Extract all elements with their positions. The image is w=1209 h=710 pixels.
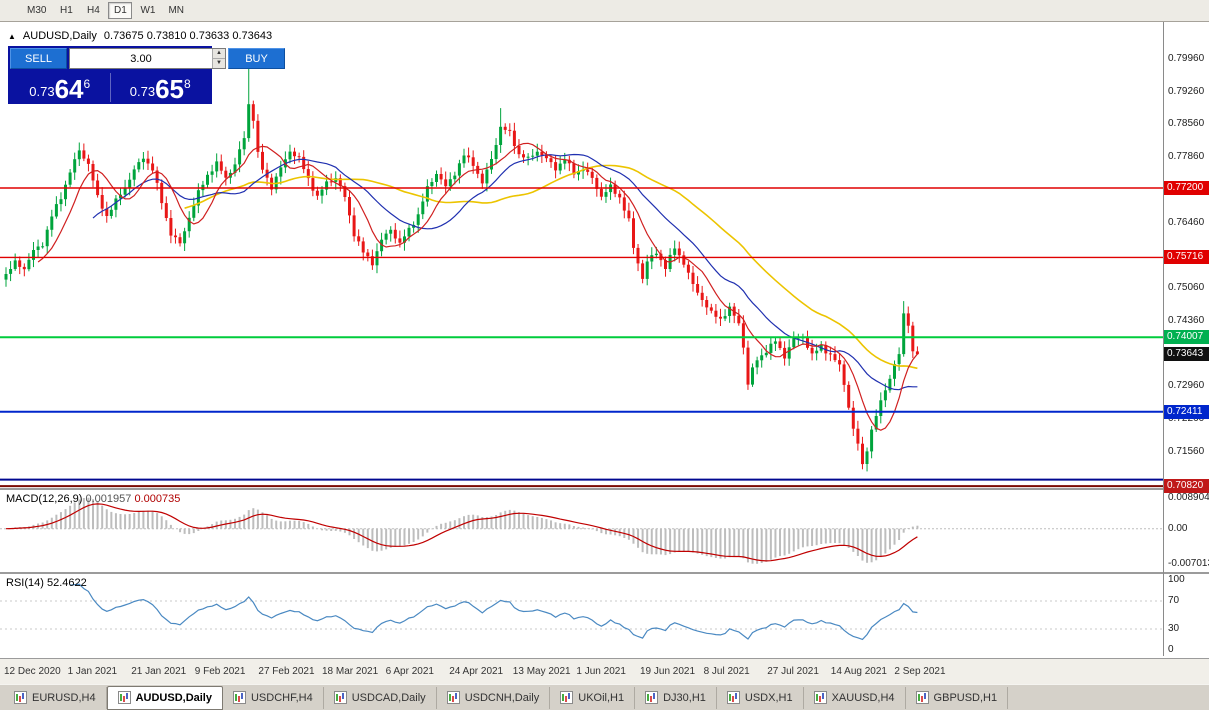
date-axis-label: 27 Feb 2021 xyxy=(258,666,315,677)
mini-chart-icon xyxy=(560,691,574,704)
chart-tab-ukoil-h1[interactable]: UKOil,H1 xyxy=(550,686,636,709)
price-level-badge: 0.73643 xyxy=(1164,347,1209,362)
mini-chart-icon xyxy=(726,691,740,704)
chart-tab-gbpusd-h1[interactable]: GBPUSD,H1 xyxy=(906,686,1009,709)
chart-symbol-period: AUDUSD,Daily xyxy=(22,30,97,42)
timeframe-button-h1[interactable]: H1 xyxy=(54,2,78,19)
mini-chart-icon xyxy=(117,691,131,704)
date-axis-label: 12 Dec 2020 xyxy=(4,666,61,677)
macd-axis-label: 0.008904 xyxy=(1168,492,1209,503)
chart-info-line: ▲ AUDUSD,Daily 0.73675 0.73810 0.73633 0… xyxy=(8,30,272,42)
rsi-axis-label: 100 xyxy=(1168,574,1185,585)
timeframe-toolbar: M30 H1 H4 D1 W1 MN xyxy=(0,0,1209,22)
mini-chart-icon xyxy=(446,691,460,704)
date-axis-label: 18 Mar 2021 xyxy=(322,666,379,677)
rsi-indicator-canvas[interactable] xyxy=(0,574,1163,656)
date-axis-label: 6 Apr 2021 xyxy=(385,666,434,677)
price-level-badge: 0.74007 xyxy=(1164,330,1209,345)
date-axis[interactable]: 12 Dec 2020 1 Jan 2021 21 Jan 2021 9 Feb 20… xyxy=(0,658,1209,684)
date-axis-label: 13 May 2021 xyxy=(512,666,571,677)
buy-price-display[interactable]: 0.73 65 8 xyxy=(129,74,191,104)
timeframe-button-m30[interactable]: M30 xyxy=(22,2,51,19)
timeframe-button-mn[interactable]: MN xyxy=(163,2,189,19)
date-axis-label: 1 Jun 2021 xyxy=(576,666,626,677)
price-level-badge: 0.75716 xyxy=(1164,250,1209,265)
macd-indicator-canvas[interactable] xyxy=(0,490,1163,572)
price-axis-divider xyxy=(1163,22,1164,656)
timeframe-button-h4[interactable]: H4 xyxy=(81,2,105,19)
date-axis-label: 19 Jun 2021 xyxy=(640,666,696,677)
date-axis-label: 1 Jan 2021 xyxy=(67,666,118,677)
chart-ohlc-values: 0.73675 0.73810 0.73633 0.73643 xyxy=(103,30,273,42)
rsi-axis-label: 30 xyxy=(1168,623,1180,634)
chart-tab-usdcad-daily[interactable]: USDCAD,Daily xyxy=(324,686,437,709)
price-axis-label: 0.74360 xyxy=(1168,314,1205,326)
rsi-indicator-label: RSI(14) 52.4622 xyxy=(6,577,87,589)
mini-chart-icon xyxy=(915,691,929,704)
main-price-chart-canvas[interactable] xyxy=(0,24,1163,488)
price-axis-label: 0.75060 xyxy=(1168,282,1205,293)
timeframe-button-w1[interactable]: W1 xyxy=(135,2,160,19)
chart-tab-dj30-h1[interactable]: DJ30,H1 xyxy=(635,686,717,709)
sell-price-display[interactable]: 0.73 64 6 xyxy=(29,74,91,104)
chart-tab-usdcnh-daily[interactable]: USDCNH,Daily xyxy=(437,686,551,709)
volume-stepper: ▲ ▼ xyxy=(69,48,226,69)
price-level-badge: 0.70820 xyxy=(1164,479,1209,494)
rsi-axis-label: 70 xyxy=(1168,595,1180,606)
mini-chart-icon xyxy=(14,691,27,704)
chart-tab-xauusd-h4[interactable]: XAUUSD,H4 xyxy=(804,686,906,709)
price-axis-label: 0.78560 xyxy=(1168,118,1205,130)
price-axis-label: 0.76460 xyxy=(1168,216,1205,228)
chart-window: ▲ AUDUSD,Daily 0.73675 0.73810 0.73633 0… xyxy=(0,22,1209,684)
date-axis-label: 2 Sep 2021 xyxy=(894,666,946,677)
volume-decrease-button[interactable]: ▼ xyxy=(213,59,225,68)
chart-tab-usdchf-h4[interactable]: USDCHF,H4 xyxy=(223,686,324,709)
price-axis-label: 0.77860 xyxy=(1168,151,1205,163)
panel-separator[interactable] xyxy=(0,572,1209,574)
chart-tab-bar: EURUSD,H4 AUDUSD,Daily USDCHF,H4 USDCAD,Dai… xyxy=(0,684,1209,710)
mini-chart-icon xyxy=(232,691,246,704)
date-axis-label: 24 Apr 2021 xyxy=(449,666,504,677)
price-level-badge: 0.72411 xyxy=(1164,404,1209,419)
date-axis-label: 9 Feb 2021 xyxy=(194,666,246,677)
chart-tab-audusd-daily[interactable]: AUDUSD,Daily xyxy=(106,685,223,710)
mini-chart-icon xyxy=(645,691,659,704)
price-axis-label: 0.79260 xyxy=(1168,85,1205,97)
date-axis-label: 21 Jan 2021 xyxy=(131,666,187,677)
volume-input[interactable] xyxy=(70,49,212,68)
price-level-badge: 0.77200 xyxy=(1164,181,1209,195)
mini-chart-icon xyxy=(813,691,827,704)
collapse-panel-icon[interactable]: ▲ xyxy=(8,31,16,41)
price-axis-label: 0.71560 xyxy=(1168,445,1205,457)
timeframe-button-d1[interactable]: D1 xyxy=(108,2,133,19)
volume-increase-button[interactable]: ▲ xyxy=(213,49,225,59)
macd-axis-label: -0.007013 xyxy=(1168,558,1209,569)
mini-chart-icon xyxy=(333,691,347,704)
price-axis-label: 0.79960 xyxy=(1168,53,1205,65)
panel-separator[interactable] xyxy=(0,488,1209,490)
date-axis-label: 14 Aug 2021 xyxy=(830,666,887,677)
date-axis-label: 8 Jul 2021 xyxy=(703,666,750,677)
date-axis-label: 27 Jul 2021 xyxy=(767,666,819,677)
price-divider xyxy=(109,73,111,102)
sell-button[interactable]: SELL xyxy=(10,48,67,69)
rsi-axis-label: 0 xyxy=(1168,644,1174,655)
buy-button[interactable]: BUY xyxy=(228,48,285,69)
chart-tab-usdx-h1[interactable]: USDX,H1 xyxy=(717,686,804,709)
macd-indicator-label: MACD(12,26,9) 0.001957 0.000735 xyxy=(6,493,181,505)
price-axis-label: 0.72960 xyxy=(1168,380,1205,392)
macd-axis-label: 0.00 xyxy=(1168,522,1188,534)
chart-tab-eurusd-h4[interactable]: EURUSD,H4 xyxy=(4,686,107,709)
